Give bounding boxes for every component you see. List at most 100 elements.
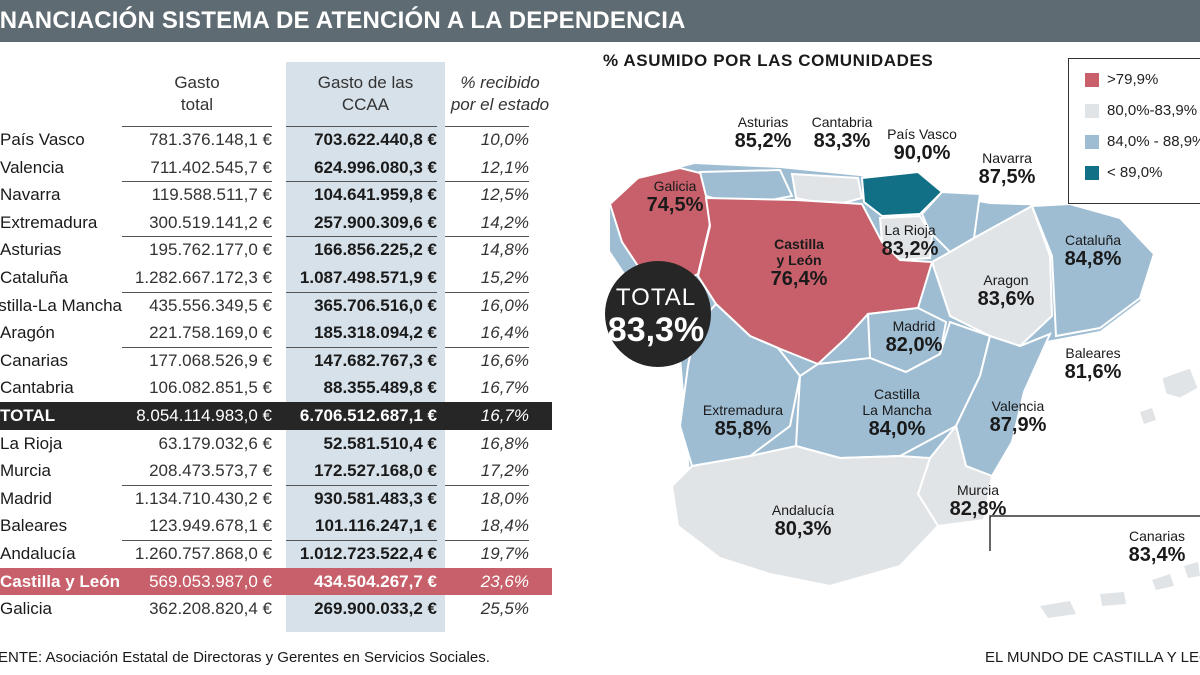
- row-pct-estado: 18,0%: [480, 488, 529, 508]
- row-separator: [286, 484, 437, 486]
- row-gasto-ccaa: 703.622.440,8 €: [314, 130, 437, 149]
- table-row-highlight: Castilla y León 569.053.987,0 € 434.504.26…: [0, 567, 552, 596]
- region-valencia: [954, 332, 1052, 478]
- row-name: País Vasco: [0, 130, 85, 149]
- region-value: 84,8%: [1064, 248, 1122, 270]
- region-label: País Vasco 90,0%: [887, 126, 957, 164]
- table-row: Extremadura 300.519.141,2 € 257.900.309,6 …: [0, 209, 552, 237]
- table-row: Baleares 123.949.678,1 € 101.116.247,1 € 18…: [0, 512, 552, 540]
- row-name: Navarra: [0, 185, 61, 205]
- region-value: 83,3%: [813, 130, 871, 152]
- table-row: Valencia 711.402.545,7 € 624.996.080,3 € 12…: [0, 154, 552, 182]
- region-cataluna: [1030, 202, 1156, 338]
- row-pct-estado: 12,5%: [480, 185, 529, 205]
- row-pct-estado: 16,7%: [480, 378, 529, 398]
- region-value: 82,8%: [949, 498, 1007, 520]
- legend-label: >79,9%: [1107, 71, 1159, 88]
- row-gasto-ccaa: 624.996.080,3 €: [314, 157, 437, 177]
- row-pct-estado: 18,4%: [480, 516, 529, 536]
- table-row: Madrid 1.134.710.430,2 € 930.581.483,3 € 18…: [0, 485, 552, 513]
- row-pct-estado: 19,7%: [480, 544, 529, 563]
- row-gasto-total: 1.134.710.430,2 €: [134, 488, 272, 508]
- table-row: País Vasco 781.376.148,1 € 703.622.440,8 €…: [0, 126, 552, 154]
- row-pct-estado: 17,2%: [480, 461, 529, 481]
- legend-label: 80,0%-83,9%: [1107, 102, 1198, 119]
- header-gasto-total: Gasto total: [174, 73, 220, 114]
- row-separator: [122, 540, 272, 541]
- region-value: 85,8%: [714, 418, 772, 440]
- region-name: Cantabria: [811, 114, 873, 130]
- row-gasto-ccaa: 257.900.309,6 €: [314, 212, 437, 232]
- row-gasto-ccaa: 269.900.033,2 €: [314, 599, 437, 619]
- row-pct-estado: 25,5%: [480, 599, 529, 619]
- title-bar: FINANCIACIÓN SISTEMA DE ATENCIÓN A LA DE…: [0, 0, 1200, 42]
- region-label: Castilla y León 76,4%: [771, 236, 828, 290]
- table-row-total: TOTAL 8.054.114.983,0 € 6.706.512.687,1 € 1…: [0, 402, 552, 430]
- spain-map: [605, 164, 1200, 618]
- row-pct-estado: 12,1%: [480, 157, 529, 177]
- region-name: Galicia: [653, 178, 697, 194]
- row-name: Madrid: [0, 488, 52, 508]
- region-name: Cataluña: [1064, 232, 1122, 248]
- row-gasto-total: 435.556.349,5 €: [149, 295, 272, 315]
- table-row: Cataluña 1.282.667.172,3 € 1.087.498.571,9…: [0, 264, 552, 292]
- row-pct-estado: 10,0%: [480, 130, 529, 149]
- region-label: Cantabria 83,3%: [812, 114, 873, 152]
- row-gasto-ccaa: 434.504.267,7 €: [314, 571, 437, 591]
- row-pct-estado: 14,8%: [480, 240, 529, 260]
- row-separator: [122, 346, 272, 348]
- total-circle: [605, 261, 711, 367]
- row-name: TOTAL: [0, 406, 56, 425]
- region-value: 83,2%: [881, 238, 939, 260]
- region-name: Castilla: [874, 386, 920, 402]
- row-gasto-ccaa: 52.581.510,4 €: [323, 433, 437, 453]
- region-name: Murcia: [956, 482, 999, 498]
- row-gasto-ccaa: 185.318.094,2 €: [314, 323, 437, 343]
- row-name: Extremadura: [0, 212, 98, 232]
- row-name: Cantabria: [0, 378, 74, 398]
- table-row: Navarra 119.588.511,7 € 104.641.959,8 € 12,…: [0, 181, 552, 209]
- total-circle-label: TOTAL 83,3%: [607, 284, 705, 349]
- row-separator: [122, 236, 272, 238]
- region-name: Andalucía: [771, 502, 835, 518]
- region-value: 82,0%: [885, 334, 943, 356]
- region-value: 87,9%: [989, 414, 1047, 436]
- region-name: Asturias: [737, 114, 789, 130]
- region-value: 87,5%: [978, 166, 1036, 188]
- row-name: Asturias: [0, 240, 62, 260]
- row-gasto-ccaa: 930.581.483,3 €: [314, 488, 437, 508]
- region-value: 84,0%: [868, 418, 926, 440]
- region-label: Valencia 87,9%: [990, 398, 1047, 436]
- region-label: Extremadura 85,8%: [703, 402, 783, 440]
- region-label: Navarra 87,5%: [979, 150, 1036, 188]
- footer-credit: EL MUNDO DE CASTILLA Y LEÓN: [985, 649, 1200, 666]
- row-gasto-total: 208.473.573,7 €: [149, 461, 272, 481]
- region-label: Madrid 82,0%: [886, 318, 943, 356]
- row-gasto-total: 221.758.169,0 €: [149, 323, 272, 343]
- region-label: Cataluña 84,8%: [1065, 232, 1122, 270]
- row-pct-estado: 16,0%: [480, 295, 529, 315]
- table-row: Castilla-La Mancha 435.556.349,5 € 365.706…: [0, 292, 552, 320]
- chart-title: FINANCIACIÓN SISTEMA DE ATENCIÓN A LA DE…: [0, 7, 686, 34]
- row-separator: [445, 291, 529, 293]
- region-canarias: [1040, 562, 1200, 618]
- row-gasto-total: 711.402.545,7 €: [150, 157, 272, 177]
- region-pais-vasco: [860, 170, 944, 218]
- footer-source: FUENTE: Asociación Estatal de Directoras…: [0, 649, 490, 666]
- row-separator: [286, 236, 437, 238]
- table-row: Asturias 195.762.177,0 € 166.856.225,2 € 14…: [0, 236, 552, 264]
- row-separator: [445, 484, 529, 486]
- row-gasto-total: 63.179.032,6 €: [158, 433, 272, 453]
- region-name: La Rioja: [884, 222, 936, 238]
- row-gasto-ccaa: 1.087.498.571,9 €: [299, 268, 437, 287]
- region-cantabria: [790, 172, 864, 208]
- row-gasto-total: 781.376.148,1 €: [149, 130, 272, 149]
- table-row: Aragón 221.758.169,0 € 185.318.094,2 € 16,4…: [0, 319, 552, 347]
- region-value: 83,4%: [1128, 544, 1186, 566]
- region-andalucia: [670, 444, 940, 588]
- row-gasto-ccaa: 147.682.767,3 €: [314, 350, 437, 370]
- map-title: % ASUMIDO POR LAS COMUNIDADES: [603, 51, 934, 70]
- row-gasto-total: 119.588.511,7 €: [151, 185, 272, 205]
- row-gasto-ccaa: 88.355.489,8 €: [323, 378, 437, 398]
- region-value: 80,3%: [774, 518, 832, 540]
